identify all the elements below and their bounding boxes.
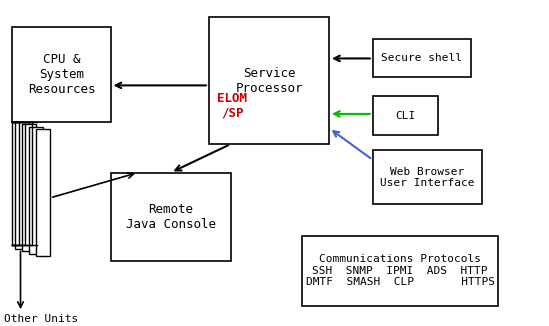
FancyBboxPatch shape bbox=[209, 17, 329, 144]
Bar bbox=[15, 122, 29, 249]
FancyBboxPatch shape bbox=[373, 96, 438, 135]
Text: Communications Protocols
SSH  SNMP  IPMI  ADS  HTTP
DMTF  SMASH  CLP       HTTPS: Communications Protocols SSH SNMP IPMI A… bbox=[306, 254, 495, 288]
Bar bbox=[29, 127, 43, 254]
Text: Secure shell: Secure shell bbox=[382, 53, 462, 64]
FancyBboxPatch shape bbox=[302, 236, 498, 306]
FancyBboxPatch shape bbox=[111, 172, 231, 261]
FancyBboxPatch shape bbox=[373, 39, 471, 78]
FancyBboxPatch shape bbox=[373, 150, 482, 204]
Bar bbox=[22, 125, 36, 251]
Text: CPU &
System
Resources: CPU & System Resources bbox=[27, 53, 95, 96]
Text: CLI: CLI bbox=[395, 111, 416, 121]
Text: ELOM
/SP: ELOM /SP bbox=[217, 92, 247, 120]
Text: Remote
Java Console: Remote Java Console bbox=[126, 203, 216, 231]
Text: Other Units: Other Units bbox=[4, 314, 79, 324]
Text: Service
Processor: Service Processor bbox=[236, 67, 303, 95]
FancyBboxPatch shape bbox=[12, 27, 111, 122]
Text: Web Browser
User Interface: Web Browser User Interface bbox=[380, 167, 475, 188]
Bar bbox=[36, 129, 50, 256]
